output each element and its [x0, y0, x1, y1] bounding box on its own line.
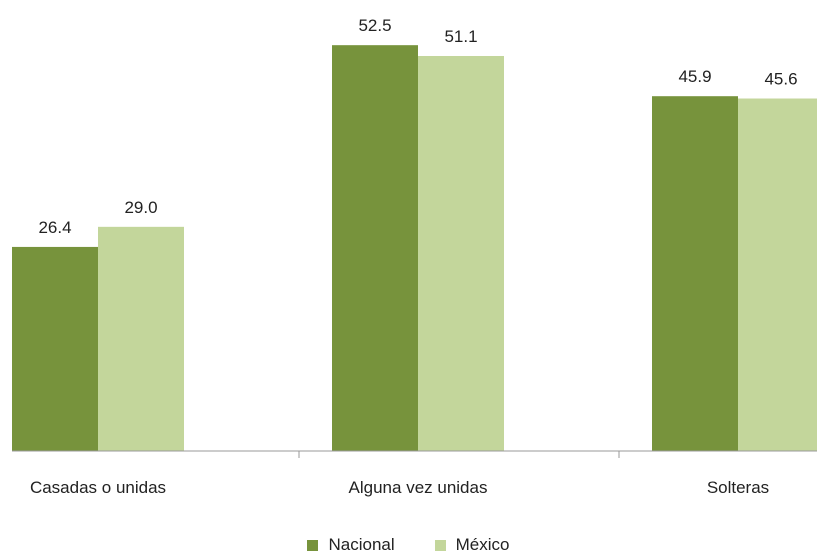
category-label-casadas-o-unidas: Casadas o unidas [30, 478, 166, 497]
x-axis-ticks [298, 451, 620, 458]
value-label-nacional-solteras: 45.9 [678, 67, 711, 86]
value-label-mexico-solteras: 45.6 [764, 70, 797, 89]
legend-swatch-nacional [307, 539, 319, 551]
value-label-mexico-alguna-vez-unidas: 51.1 [444, 27, 477, 46]
bar-mexico-alguna-vez-unidas [418, 55, 504, 451]
category-label-solteras: Solteras [707, 478, 769, 497]
category-labels: Casadas o unidas Alguna vez unidas Soltera… [30, 478, 769, 497]
bar-nacional-alguna-vez-unidas [332, 45, 418, 452]
legend-label-mexico: México [455, 535, 510, 554]
bar-mexico-casadas-o-unidas [98, 226, 184, 451]
legend: Nacional México [0, 535, 817, 555]
value-labels: 26.4 29.0 52.5 51.1 45.9 45.6 [38, 16, 797, 237]
legend-item-mexico: México [434, 535, 510, 555]
bar-nacional-casadas-o-unidas [12, 246, 98, 451]
bar-nacional-solteras [652, 96, 738, 452]
value-label-nacional-casadas-o-unidas: 26.4 [38, 218, 71, 237]
bars [12, 45, 817, 452]
legend-swatch-mexico [434, 539, 446, 551]
value-label-mexico-casadas-o-unidas: 29.0 [124, 198, 157, 217]
category-label-alguna-vez-unidas: Alguna vez unidas [349, 478, 488, 497]
bar-mexico-solteras [738, 98, 817, 452]
value-label-nacional-alguna-vez-unidas: 52.5 [358, 16, 391, 35]
legend-item-nacional: Nacional [307, 535, 395, 555]
legend-label-nacional: Nacional [328, 535, 395, 554]
